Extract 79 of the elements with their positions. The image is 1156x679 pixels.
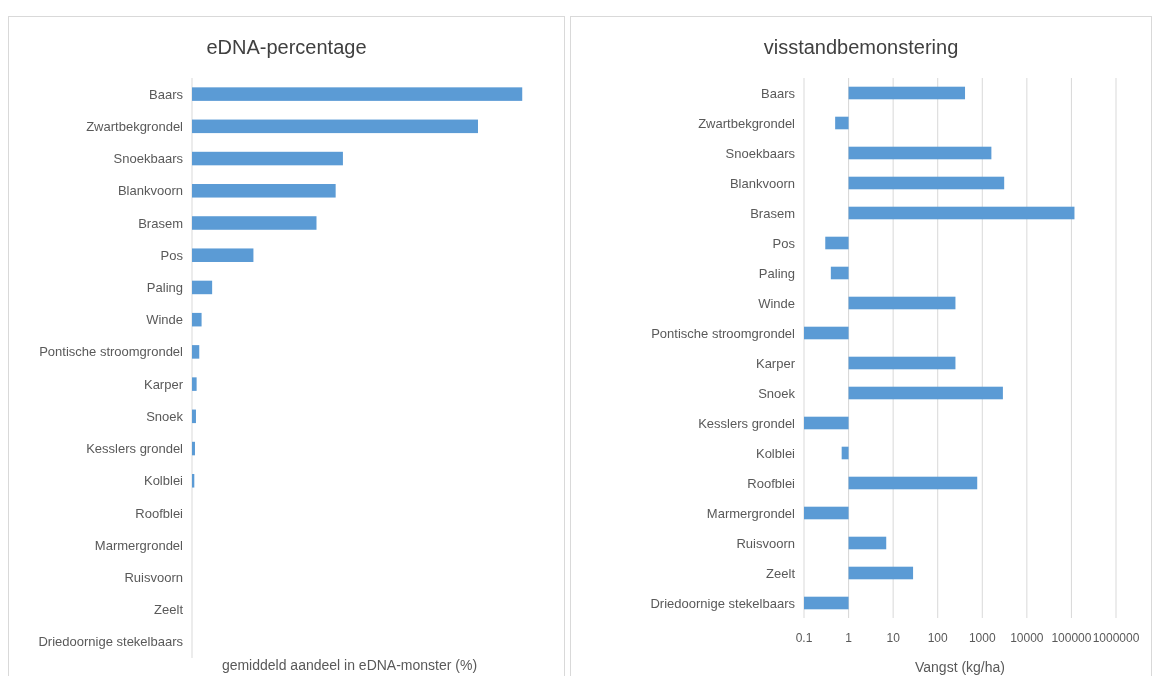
y-tick-label: Paling (758, 265, 795, 281)
y-tick-label: Zeelt (154, 602, 184, 618)
bar (848, 296, 956, 310)
y-tick-label: Snoekbaars (113, 151, 184, 167)
bar (192, 151, 343, 166)
y-tick-label: Marmergrondel (94, 537, 184, 553)
bar (192, 87, 523, 101)
bar (835, 116, 849, 130)
bar (192, 474, 195, 488)
bar (848, 176, 1005, 190)
y-tick-label: Marmergrondel (706, 505, 796, 521)
y-tick-label: Snoekbaars (725, 145, 796, 161)
y-tick-label: Roofblei (747, 475, 796, 491)
x-tick-label: 0.1 (795, 631, 813, 645)
bar (804, 596, 849, 610)
bar (848, 86, 966, 100)
x-tick-label: 10000 (1010, 631, 1044, 645)
bar (192, 216, 317, 230)
bar (192, 184, 336, 198)
bar (804, 326, 849, 340)
bar (192, 280, 213, 295)
y-tick-label: Driedoornige stekelbaars (650, 595, 796, 611)
x-tick-label: 1 (845, 631, 853, 645)
y-tick-label: Baars (761, 85, 796, 101)
y-tick-label: Ruisvoorn (736, 535, 795, 551)
y-tick-label: Winde (758, 295, 795, 311)
bar (192, 345, 200, 359)
y-tick-label: Pos (160, 247, 184, 263)
y-tick-label: Brasem (138, 215, 183, 231)
bar (192, 441, 195, 456)
y-tick-label: Karper (755, 355, 796, 371)
y-tick-label: Zwartbekgrondel (86, 118, 184, 134)
bar (848, 386, 1003, 400)
y-tick-label: Driedoornige stekelbaars (38, 634, 184, 650)
y-tick-label: Kesslers grondel (86, 441, 184, 457)
bar (848, 536, 887, 550)
y-tick-label: Roofblei (135, 505, 184, 521)
y-tick-label: Kolblei (143, 473, 184, 489)
x-axis-title: gemiddeld aandeel in eDNA-monster (%) (221, 657, 478, 673)
x-tick-label: 1000000 (1092, 631, 1140, 645)
bar (192, 377, 197, 391)
y-tick-label: Karper (143, 376, 184, 392)
bar (192, 248, 254, 262)
bar (848, 566, 914, 580)
y-tick-label: Brasem (750, 205, 795, 221)
x-axis-title: Vangst (kg/ha) (914, 659, 1006, 675)
bar (192, 312, 202, 327)
y-tick-label: Zwartbekgrondel (698, 115, 796, 131)
y-tick-label: Snoek (758, 385, 796, 401)
y-tick-label: Pontische stroomgrondel (39, 344, 184, 360)
bar (804, 506, 849, 520)
bar (848, 356, 956, 370)
chart-title: eDNA-percentage (206, 36, 367, 58)
y-tick-label: Snoek (146, 408, 184, 424)
y-tick-label: Blankvoorn (729, 175, 795, 191)
y-tick-label: Kolblei (755, 445, 796, 461)
bar (804, 416, 849, 430)
y-tick-label: Kesslers grondel (698, 415, 796, 431)
y-tick-label: Paling (146, 279, 183, 295)
x-tick-label: 100 (927, 631, 949, 645)
x-tick-label: 100000 (1051, 631, 1092, 645)
bar (830, 266, 849, 280)
y-tick-label: Pos (772, 235, 796, 251)
bar (841, 446, 849, 460)
chart-title: visstandbemonstering (763, 36, 959, 58)
y-tick-label: Zeelt (766, 565, 796, 581)
bar (848, 476, 978, 490)
y-tick-label: Blankvoorn (117, 183, 183, 199)
y-tick-label: Winde (146, 312, 183, 328)
x-tick-label: 1000 (968, 631, 996, 645)
bar (192, 119, 478, 134)
bar (192, 409, 196, 424)
bar (848, 146, 992, 160)
y-tick-label: Baars (149, 86, 184, 102)
x-tick-label: 10 (886, 631, 901, 645)
y-tick-label: Ruisvoorn (124, 569, 183, 585)
bar (825, 236, 849, 250)
bar (848, 206, 1075, 220)
y-tick-label: Pontische stroomgrondel (651, 325, 796, 341)
